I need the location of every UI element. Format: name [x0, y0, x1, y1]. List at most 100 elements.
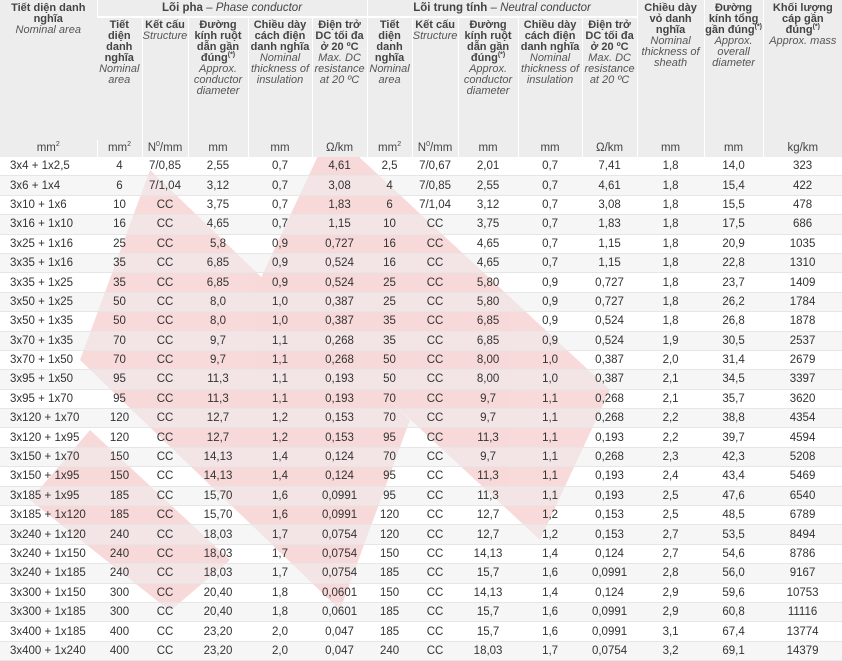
- cell-neutral-area: 25: [367, 272, 413, 293]
- cell-phase-area: 95: [97, 369, 142, 390]
- table-row: 3x16 + 1x10 16 CC 4,65 0,7 1,15 10 CC 3,75 0,7 1,8…: [0, 214, 842, 235]
- cell-neutral-structure: CC: [412, 350, 459, 371]
- cell-neutral-area: 2,5: [367, 157, 413, 177]
- cell-overall-diameter: 43,4: [704, 466, 764, 487]
- cell-overall-diameter: 22,8: [704, 253, 764, 274]
- cell-phase-structure: CC: [142, 214, 188, 235]
- cell-overall-diameter: 14,0: [704, 157, 764, 177]
- cell-size: 3x300 + 1x150: [0, 583, 97, 603]
- header-phase-resistance: Điện trở DC tối đa ở 20 ºC Max. DC resist…: [311, 17, 368, 140]
- cell-neutral-insulation: 0,9: [518, 292, 583, 313]
- cell-phase-resistance: 0,193: [312, 389, 368, 410]
- unit-overall-diameter: mm: [703, 140, 764, 157]
- header-nominal-area: Tiết diện danh nghĩa Nominal area: [0, 0, 97, 140]
- cell-phase-area: 70: [97, 350, 142, 371]
- cell-phase-insulation: 1,1: [248, 369, 312, 390]
- cell-neutral-area: 95: [367, 466, 413, 487]
- cell-mass: 11116: [763, 602, 842, 623]
- cell-neutral-diameter: 2,01: [458, 157, 519, 177]
- cell-neutral-structure: CC: [412, 583, 459, 603]
- cell-neutral-insulation: 1,4: [518, 544, 583, 565]
- cell-neutral-structure: CC: [412, 641, 459, 661]
- cell-phase-area: 35: [97, 272, 142, 293]
- cell-neutral-insulation: 1,0: [518, 350, 583, 371]
- cell-neutral-structure: CC: [412, 602, 459, 623]
- cell-phase-insulation: 1,7: [248, 544, 312, 565]
- cell-overall-diameter: 47,6: [704, 486, 764, 507]
- cell-phase-resistance: 0,0754: [312, 524, 368, 545]
- cell-size: 3x70 + 1x50: [0, 350, 97, 371]
- cell-phase-structure: 7/0,85: [142, 157, 188, 177]
- cell-neutral-diameter: 15,7: [458, 621, 519, 642]
- cell-mass: 2679: [763, 350, 842, 371]
- cell-size: 3x400 + 1x240: [0, 641, 97, 661]
- cell-phase-resistance: 0,0601: [312, 602, 368, 623]
- cell-overall-diameter: 26,2: [704, 292, 764, 313]
- cell-size: 3x4 + 1x2,5: [0, 157, 97, 177]
- cell-neutral-diameter: 12,7: [458, 524, 519, 545]
- cell-neutral-diameter: 4,65: [458, 234, 519, 254]
- cell-size: 3x10 + 1x6: [0, 195, 97, 216]
- cell-neutral-area: 35: [367, 331, 413, 351]
- cell-phase-diameter: 11,3: [188, 369, 248, 390]
- cell-phase-diameter: 15,70: [188, 486, 248, 507]
- cell-neutral-insulation: 0,9: [518, 311, 583, 332]
- table-row: 3x185 + 1x95 185 CC 15,70 1,6 0,0991 95 CC 11,3 1…: [0, 486, 842, 507]
- cell-sheath-thickness: 2,9: [637, 602, 705, 623]
- cell-neutral-structure: CC: [412, 621, 459, 642]
- table-row: 3x150 + 1x95 150 CC 14,13 1,4 0,124 95 CC 11,3 1,…: [0, 466, 842, 487]
- cell-phase-diameter: 3,12: [188, 175, 248, 196]
- cell-phase-structure: CC: [142, 195, 188, 216]
- header-phase-insulation: Chiều dày cách điện danh nghĩa Nominal th…: [247, 17, 312, 140]
- cell-phase-insulation: 1,7: [248, 524, 312, 545]
- header-overall-diameter: Đường kính tổng gần đúng(*) Approx. over…: [703, 0, 764, 140]
- cell-size: 3x95 + 1x70: [0, 389, 97, 410]
- cell-mass: 8786: [763, 544, 842, 565]
- cell-mass: 1784: [763, 292, 842, 313]
- cell-phase-insulation: 1,6: [248, 486, 312, 507]
- table-row: 3x400 + 1x185 400 CC 23,20 2,0 0,047 185 CC 15,7…: [0, 621, 842, 642]
- cell-phase-structure: 7/1,04: [142, 175, 188, 196]
- cell-mass: 8494: [763, 524, 842, 545]
- cell-size: 3x185 + 1x95: [0, 486, 97, 507]
- cell-size: 3x240 + 1x150: [0, 544, 97, 565]
- cell-phase-insulation: 1,8: [248, 602, 312, 623]
- cell-neutral-resistance: 1,15: [582, 234, 638, 254]
- header-neutral-diameter: Đường kính ruột dẫn gần đúng(*) Approx. c…: [457, 17, 519, 140]
- cell-mass: 478: [763, 195, 842, 216]
- cell-phase-diameter: 12,7: [188, 408, 248, 429]
- cell-phase-area: 150: [97, 466, 142, 487]
- cell-phase-structure: CC: [142, 466, 188, 487]
- cell-mass: 686: [763, 214, 842, 235]
- header-phase-diameter: Đường kính ruột dẫn gần đúng(*) Approx. c…: [187, 17, 248, 140]
- cell-mass: 1035: [763, 234, 842, 254]
- cell-mass: 422: [763, 175, 842, 196]
- cell-overall-diameter: 53,5: [704, 524, 764, 545]
- cell-neutral-diameter: 5,80: [458, 272, 519, 293]
- cell-neutral-insulation: 0,7: [518, 214, 583, 235]
- cell-sheath-thickness: 2,3: [637, 447, 705, 468]
- table-row: 3x70 + 1x35 70 CC 9,7 1,1 0,268 35 CC 6,85 0,9 0,5…: [0, 331, 842, 351]
- cell-mass: 4594: [763, 427, 842, 448]
- cell-phase-diameter: 4,65: [188, 214, 248, 235]
- cell-neutral-insulation: 1,6: [518, 621, 583, 642]
- cell-neutral-structure: CC: [412, 486, 459, 507]
- cell-neutral-resistance: 4,61: [582, 175, 638, 196]
- cell-sheath-thickness: 1,8: [637, 195, 705, 216]
- cell-neutral-structure: CC: [412, 408, 459, 429]
- header-neutral-insulation: Chiều dày cách điện danh nghĩa Nominal th…: [517, 17, 583, 140]
- cell-phase-structure: CC: [142, 253, 188, 274]
- cell-neutral-insulation: 0,7: [518, 157, 583, 177]
- cell-neutral-resistance: 0,0754: [582, 641, 638, 661]
- cell-neutral-area: 16: [367, 234, 413, 254]
- unit-phase-area: mm2: [96, 140, 142, 157]
- cell-neutral-structure: CC: [412, 389, 459, 410]
- cell-overall-diameter: 60,8: [704, 602, 764, 623]
- cell-neutral-structure: CC: [412, 311, 459, 332]
- cell-neutral-insulation: 1,1: [518, 389, 583, 410]
- cell-mass: 6789: [763, 505, 842, 526]
- cell-mass: 1409: [763, 272, 842, 293]
- cell-sheath-thickness: 2,7: [637, 544, 705, 565]
- cell-neutral-structure: CC: [412, 505, 459, 526]
- table-header: Tiết diện danh nghĩa Nominal area Lõi ph…: [0, 0, 842, 157]
